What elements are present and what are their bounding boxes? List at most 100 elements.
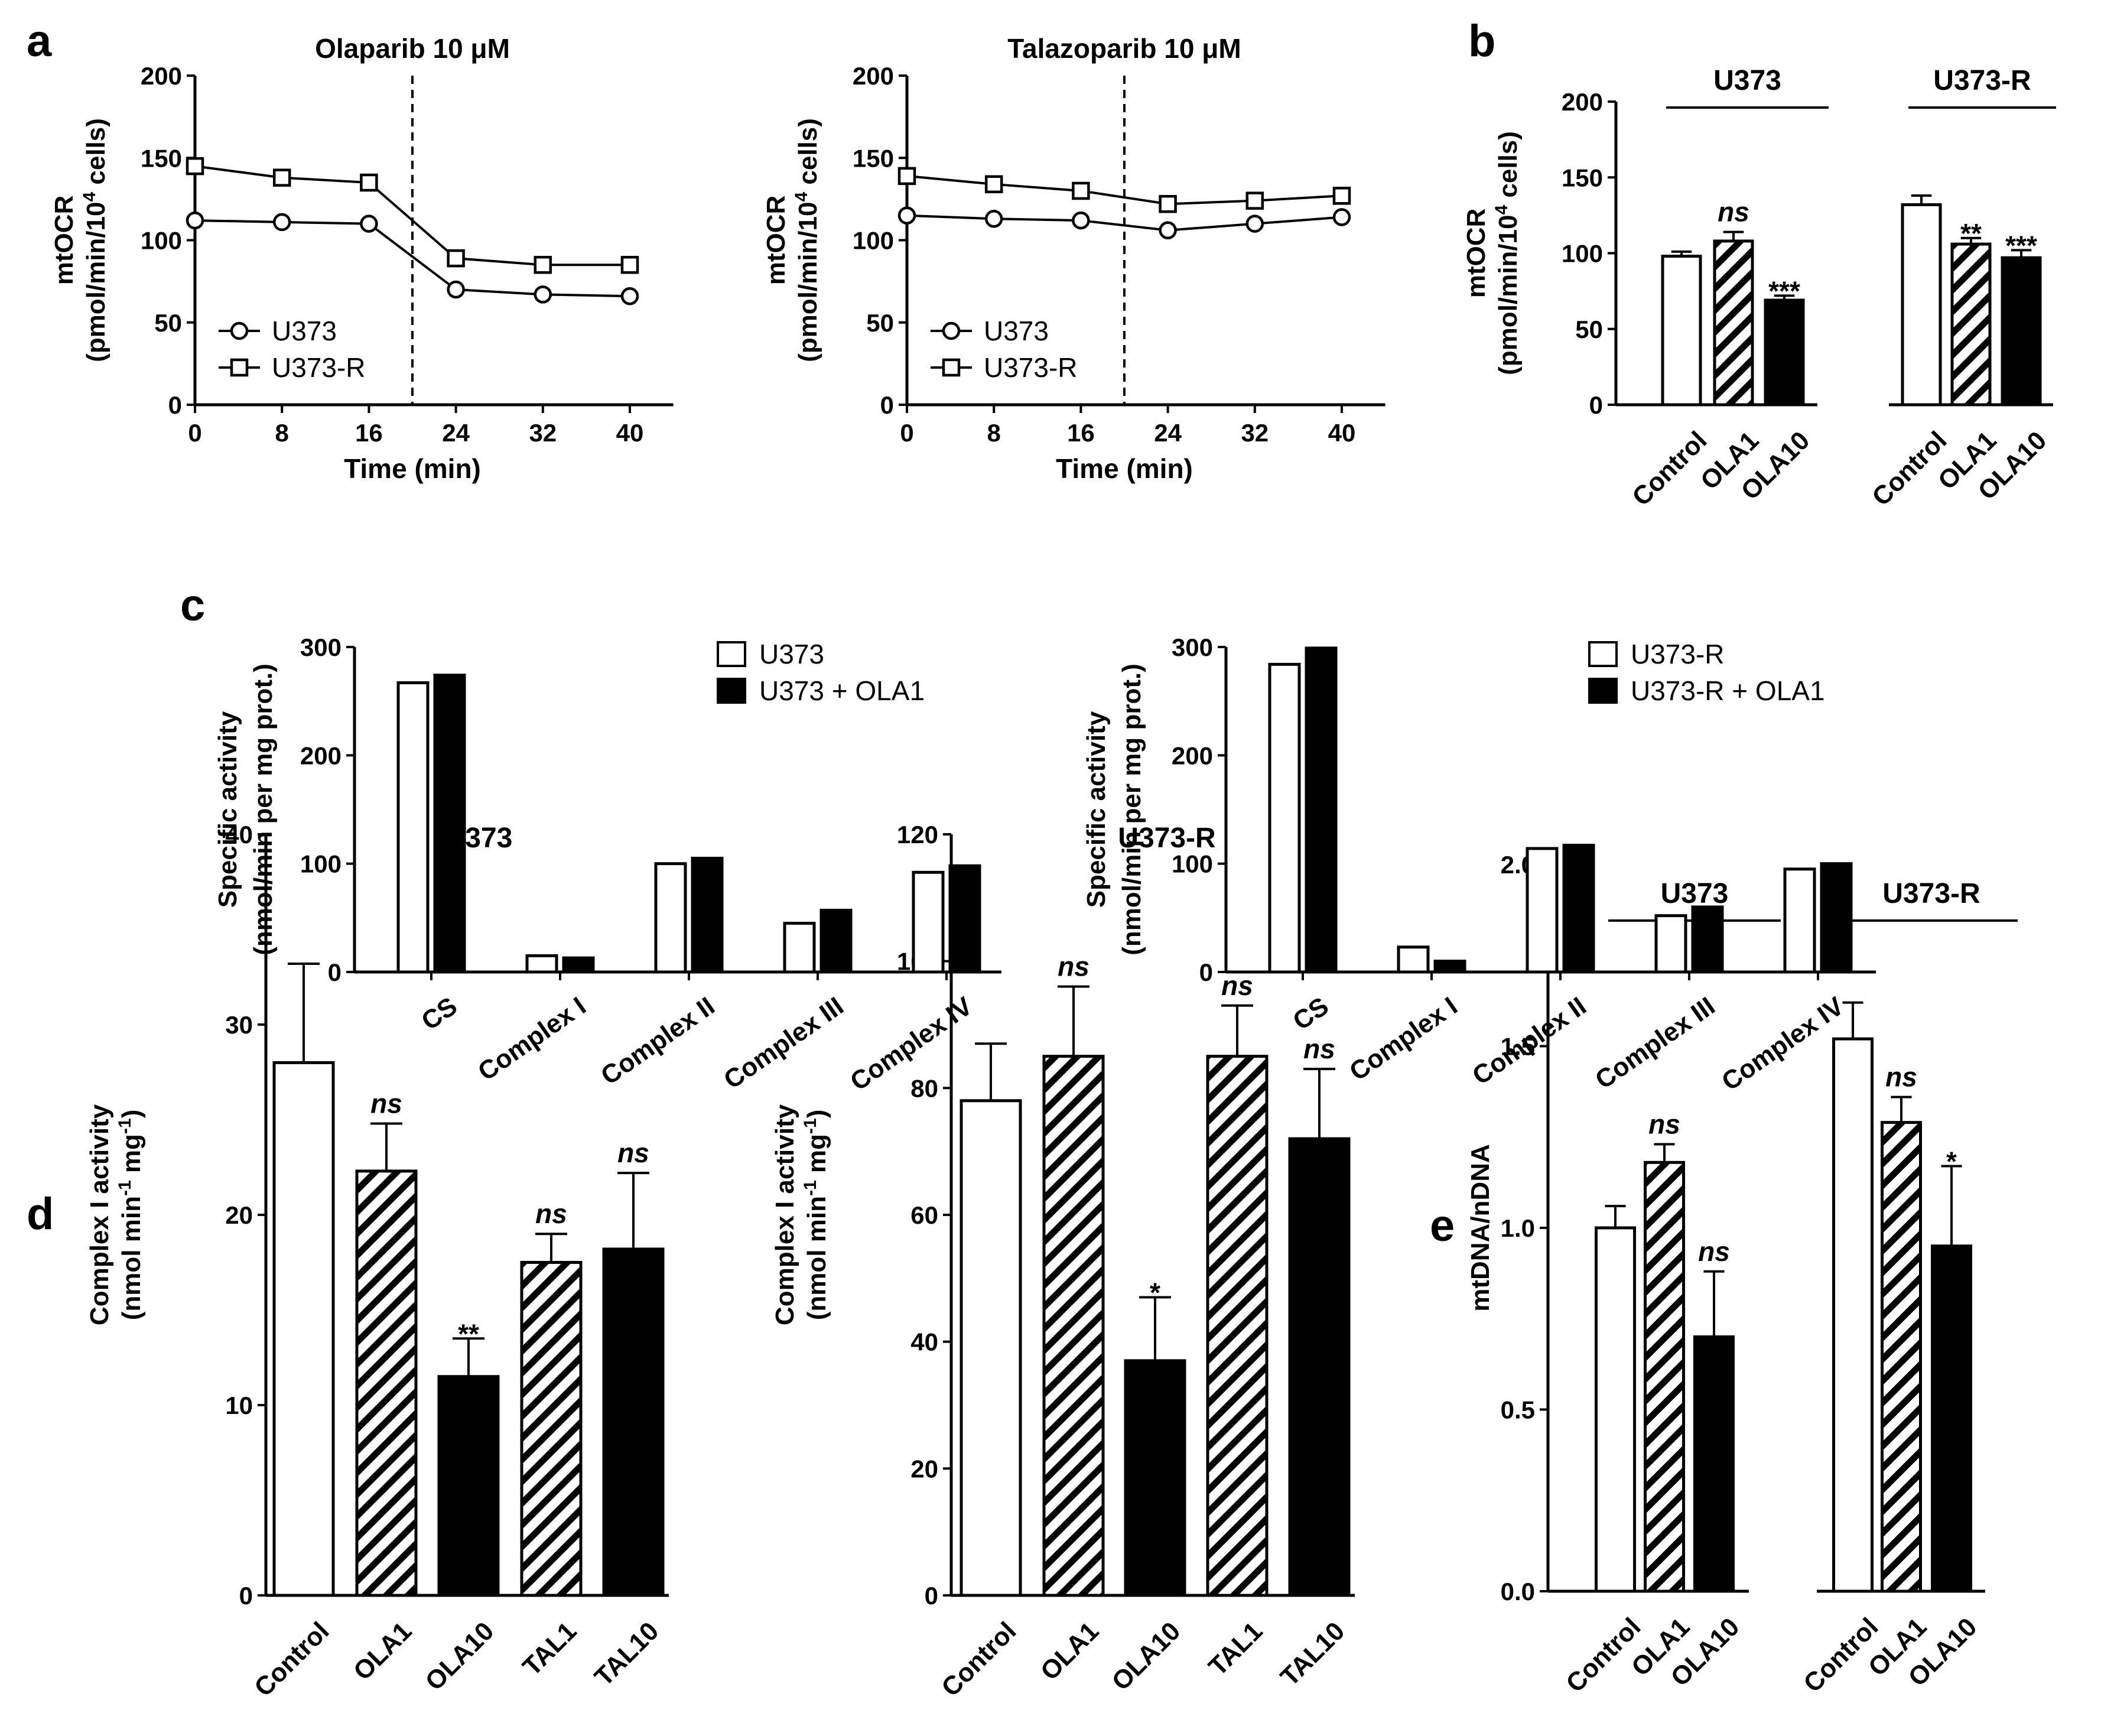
y-axis-tick-label: 0: [168, 391, 182, 419]
data-point-u373-r: [984, 175, 1003, 194]
y-axis-tick-label: 200: [1172, 742, 1213, 769]
category-label: Complex III: [1590, 991, 1720, 1095]
legend-marker-u373-r: [230, 358, 249, 377]
y-axis-tick-label: 100: [300, 850, 342, 878]
bar-ola1: [1950, 242, 1992, 407]
group-label-u373-r: U373-R: [1933, 65, 2031, 96]
data-point-u373-r: [620, 256, 639, 274]
x-tick-label: 0: [188, 419, 201, 447]
category-label: OLA10: [1106, 1617, 1186, 1696]
legend-label-u373: U373: [984, 316, 1049, 346]
legend-swatch-u373-r-ola1: [1588, 678, 1618, 704]
significance-label: ns: [370, 1088, 402, 1119]
legend-label-u373-r: U373-R: [1631, 639, 1725, 669]
bar-u373-r-cs: [1268, 662, 1301, 974]
chart-title: Olaparib 10 μM: [315, 33, 510, 64]
data-point-u373-r: [1245, 191, 1264, 210]
data-point-u373-r: [186, 157, 204, 175]
panel-letter-e: e: [1430, 1201, 1455, 1251]
bar-u373-r-complex-ii: [1526, 847, 1559, 974]
y-axis-label: mtOCR (pmol/min/104 cells): [762, 118, 822, 362]
y-axis-label-line: mtOCR: [50, 196, 79, 285]
x-tick-label: 40: [1328, 419, 1356, 447]
y-axis-tick-label: 200: [853, 62, 894, 90]
data-point-u373-r: [447, 249, 465, 268]
category-label: TAL1: [517, 1617, 582, 1682]
y-axis-label-line: (nmol/min per mg prot.): [1117, 664, 1146, 955]
legend-swatch-u373-ola1: [717, 678, 746, 704]
x-tick-label: 24: [442, 419, 470, 447]
y-axis-label: Complex I activity (nmol min-1 mg-1): [770, 1104, 831, 1325]
series-line-u373: [194, 219, 630, 298]
y-axis-tick-label: 0: [1199, 958, 1213, 986]
y-axis-tick-label: 100: [141, 227, 182, 255]
bar-u373-ola1-complex-ii: [691, 857, 724, 974]
bar-ola1: [1881, 1121, 1922, 1593]
data-point-u373: [534, 285, 552, 304]
y-axis-tick-label: 0: [880, 391, 894, 419]
significance-label: **: [458, 1318, 479, 1349]
y-axis-tick-label: 100: [853, 227, 894, 255]
legend-marker-u373-r: [942, 358, 961, 377]
legend-swatch-u373-r: [1588, 641, 1618, 667]
legend-label-u373-ola1: U373 + OLA1: [759, 675, 925, 706]
legend-label-u373-r-ola1: U373-R + OLA1: [1631, 675, 1825, 706]
y-axis-tick-label: 200: [141, 62, 182, 90]
bar-u373-r-complex-iii: [1654, 914, 1687, 974]
category-label: OLA1: [348, 1617, 418, 1686]
y-axis-tick-label: 200: [300, 742, 342, 769]
bar-u373-r-ola1-complex-iii: [1691, 905, 1724, 974]
legend-marker-u373: [942, 321, 961, 340]
y-axis-tick-label: 150: [1562, 164, 1603, 191]
y-axis-tick-label: 0: [239, 1582, 253, 1610]
y-axis-tick-label: 0: [925, 1582, 938, 1610]
y-axis-label-line: mtDNA/nDNA: [1466, 1144, 1495, 1312]
panel-letter-d: d: [27, 1189, 54, 1239]
data-point-u373: [1159, 221, 1177, 240]
y-axis-tick-label: 200: [1562, 88, 1603, 116]
data-point-u373-r: [1332, 187, 1351, 205]
bar-u373-r-complex-i: [1397, 945, 1430, 974]
data-point-u373: [1072, 211, 1090, 230]
category-label: Complex II: [1467, 991, 1591, 1091]
y-axis-tick-label: 10: [225, 1392, 253, 1419]
y-axis-tick-label: 50: [154, 309, 182, 337]
y-axis-label-line: Complex I activity: [770, 1104, 799, 1325]
data-point-u373: [620, 287, 639, 305]
data-point-u373: [186, 211, 204, 230]
bar-u373-ola1-complex-iv: [948, 864, 981, 974]
category-label: TAL1: [1203, 1617, 1268, 1682]
legend-marker-u373: [230, 321, 249, 340]
category-label: TAL10: [589, 1617, 664, 1692]
data-point-u373: [272, 213, 291, 232]
bar-control: [1595, 1226, 1636, 1593]
x-tick-label: 8: [987, 419, 1001, 447]
legend-label-u373-r: U373-R: [984, 352, 1078, 383]
significance-label: ns: [1885, 1062, 1917, 1093]
series-line-u373-r: [906, 174, 1342, 206]
bar-u373-ola1-cs: [433, 674, 466, 974]
bar-u373-r-ola1-complex-i: [1433, 960, 1466, 974]
data-point-u373-r: [360, 173, 378, 192]
bar-u373-r-ola1-complex-ii: [1562, 844, 1595, 974]
panel-letter-b: b: [1468, 16, 1495, 66]
data-point-u373: [897, 206, 916, 225]
x-tick-label: 24: [1154, 419, 1182, 447]
data-point-u373-r: [897, 167, 916, 186]
category-label: CS: [416, 991, 462, 1036]
legend-label-u373-r: U373-R: [272, 352, 366, 383]
category-label: Complex III: [718, 991, 848, 1095]
bar-tal1: [520, 1261, 583, 1597]
y-axis-label-line: mtOCR: [762, 196, 791, 285]
bar-control: [960, 1099, 1022, 1597]
series-line-u373: [906, 214, 1342, 232]
panel-letter-a: a: [27, 16, 52, 66]
bar-tal10: [602, 1247, 665, 1597]
legend-label-u373: U373: [759, 639, 824, 669]
data-point-u373-r: [1159, 194, 1177, 213]
category-label: OLA10: [419, 1617, 499, 1696]
y-axis-tick-label: 0: [328, 958, 342, 986]
y-axis-label-line: (nmol min-1 mg-1): [115, 1110, 147, 1320]
bar-control: [1832, 1037, 1874, 1593]
y-axis-label-line: (pmol/min/104 cells): [1492, 131, 1523, 375]
